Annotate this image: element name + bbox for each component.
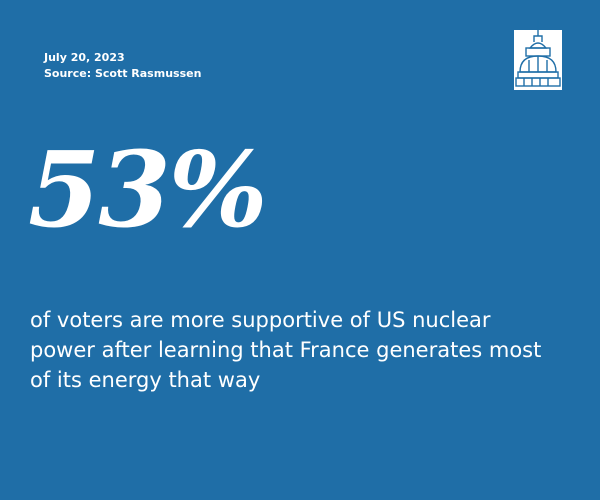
logo-dome [515, 20, 561, 87]
date: July 20, 2023 [44, 51, 125, 64]
source: Source: Scott Rasmussen [44, 67, 202, 80]
headline-stat: 53% [28, 128, 268, 251]
description: of voters are more supportive of US nucl… [30, 308, 542, 392]
logo [514, 20, 562, 90]
